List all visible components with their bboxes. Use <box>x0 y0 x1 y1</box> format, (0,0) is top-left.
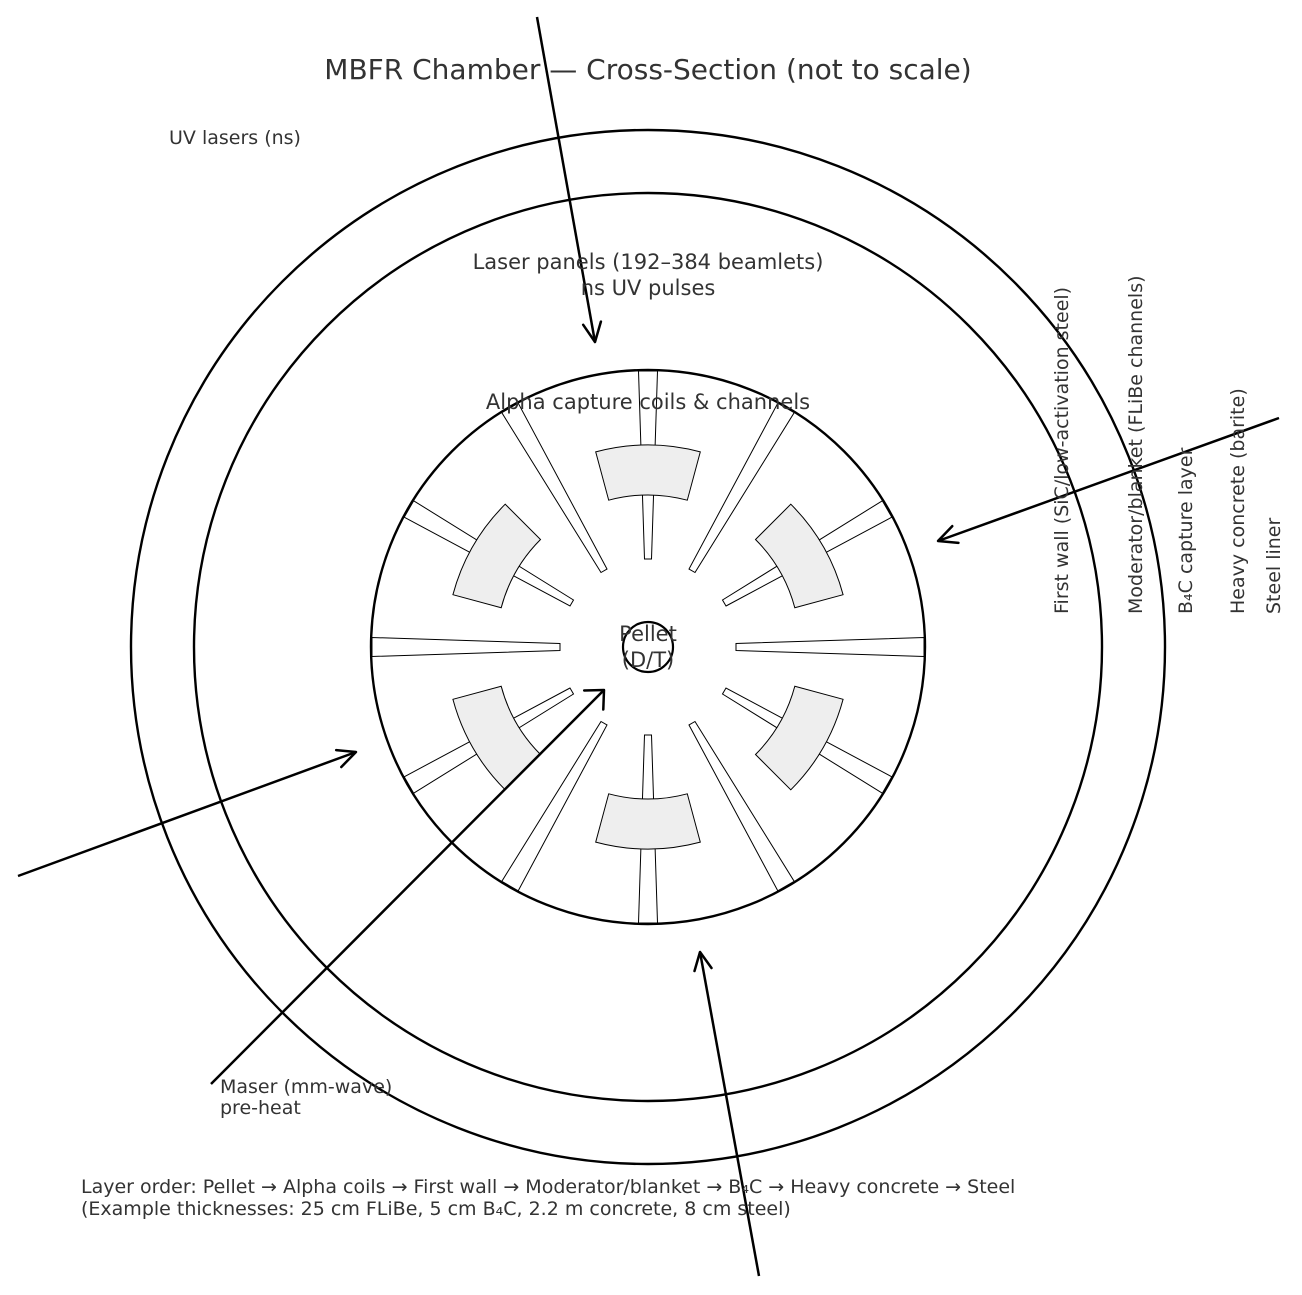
maser-label-1: Maser (mm-wave) <box>220 1076 392 1098</box>
footer-layer-order: Layer order: Pellet → Alpha coils → Firs… <box>81 1176 1015 1198</box>
laser-beam-right <box>936 416 1280 545</box>
alpha-coil <box>595 793 701 850</box>
layer-label-steel: Steel liner <box>1263 518 1285 614</box>
alpha-coils-label: Alpha capture coils & channels <box>486 390 810 414</box>
layer-label-concrete: Heavy concrete (barite) <box>1227 388 1249 614</box>
alpha-coils <box>452 444 844 850</box>
alpha-coil <box>754 685 844 791</box>
alpha-channel <box>735 636 925 658</box>
pellet-label-2: (D/T) <box>622 648 674 672</box>
first-wall-ring <box>369 368 927 926</box>
laser-beam-left <box>17 748 358 878</box>
laser-beam-top <box>535 16 603 344</box>
alpha-coil <box>452 685 542 791</box>
alpha-coil <box>595 444 701 501</box>
diagram-title: MBFR Chamber — Cross-Section (not to sca… <box>324 53 971 86</box>
alpha-coil <box>452 503 542 609</box>
laser-panels-label-1: Laser panels (192–384 beamlets) <box>473 250 824 274</box>
pellet <box>621 620 675 674</box>
uv-lasers-label: UV lasers (ns) <box>169 127 301 149</box>
alpha-channel <box>688 402 795 574</box>
layer-label-first-wall: First wall (SiC/low-activation steel) <box>1051 287 1073 614</box>
alpha-channel <box>501 720 608 892</box>
alpha-coil <box>754 503 844 609</box>
layer-label-b4c: B₄C capture layer <box>1175 447 1197 614</box>
blanket-ring <box>192 191 1104 1103</box>
alpha-channel <box>371 636 561 658</box>
laser-panels-label-2: ns UV pulses <box>581 276 716 300</box>
layer-label-moderator: Moderator/blanket (FLiBe channels) <box>1125 275 1147 614</box>
maser-beam <box>210 688 606 1085</box>
maser-label-2: pre-heat <box>220 1097 301 1119</box>
alpha-channel <box>688 720 795 892</box>
outer-shield-ring <box>129 128 1167 1166</box>
footer-thicknesses: (Example thicknesses: 25 cm FLiBe, 5 cm … <box>81 1198 791 1220</box>
alpha-channel <box>501 402 608 574</box>
pellet-label-1: Pellet <box>619 622 677 646</box>
laser-beam-bottom <box>693 950 761 1277</box>
